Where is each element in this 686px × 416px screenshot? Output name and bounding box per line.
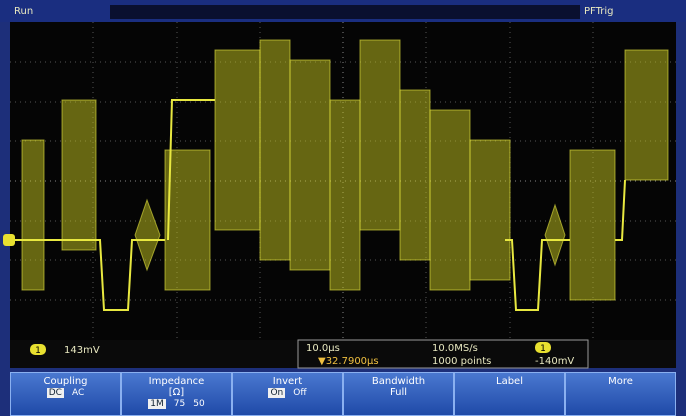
menu-button[interactable]: Bandwidth Full <box>343 372 454 416</box>
waveform <box>21 39 669 301</box>
menu-label: Label <box>496 376 523 387</box>
channel-scale: 143mV <box>64 345 100 356</box>
menu-sub: Full <box>389 387 408 398</box>
menu-button[interactable]: More <box>565 372 676 416</box>
record-length: 1000 points <box>432 356 491 367</box>
timebase: 10.0µs <box>306 343 340 354</box>
option-row: DC AC <box>11 387 120 399</box>
option-row: On Off <box>233 387 342 399</box>
trigger-mode: PFTrig <box>584 6 613 17</box>
readout-bar <box>10 340 676 368</box>
sample-rate: 10.0MS/s <box>432 343 478 354</box>
record-view <box>110 5 580 19</box>
menu-option[interactable]: 50 <box>193 399 205 409</box>
menu-label: Coupling <box>43 376 88 387</box>
readout-box <box>297 339 589 369</box>
trigger-badge <box>535 342 551 353</box>
menu-label: Bandwidth <box>371 376 426 387</box>
menu-option[interactable]: 1M <box>148 399 166 409</box>
menu-button[interactable]: Coupling DC AC <box>10 372 121 416</box>
pulses <box>10 99 626 311</box>
menu-option[interactable]: 75 <box>173 399 186 409</box>
option-row: 1M 75 50 <box>122 398 231 410</box>
menu-sub: [Ω] <box>168 387 185 398</box>
display: Run PFTrig 1 143mV 10.0µs ▼32.7900µs 10. <box>3 5 676 369</box>
menu-button[interactable]: Invert On Off <box>232 372 343 416</box>
menu-option[interactable]: AC <box>71 388 85 398</box>
menu-option[interactable]: Off <box>293 388 307 398</box>
menu-button[interactable]: Impedance [Ω] 1M 75 50 <box>121 372 232 416</box>
menu-label: Invert <box>272 376 303 387</box>
trigger-channel: 1 <box>540 344 546 354</box>
channel-number: 1 <box>35 346 41 356</box>
run-state: Run <box>14 6 33 17</box>
menu-label: More <box>608 376 633 387</box>
channel-badge <box>30 344 46 355</box>
menu-button[interactable]: Label <box>454 372 565 416</box>
menu-option[interactable]: On <box>268 388 286 398</box>
horizontal-position: ▼32.7900µs <box>318 356 379 367</box>
trigger-level: -140mV <box>535 356 574 367</box>
ground-marker <box>3 234 15 246</box>
menu-label: Impedance <box>148 376 205 387</box>
menu-option[interactable]: DC <box>46 388 64 398</box>
